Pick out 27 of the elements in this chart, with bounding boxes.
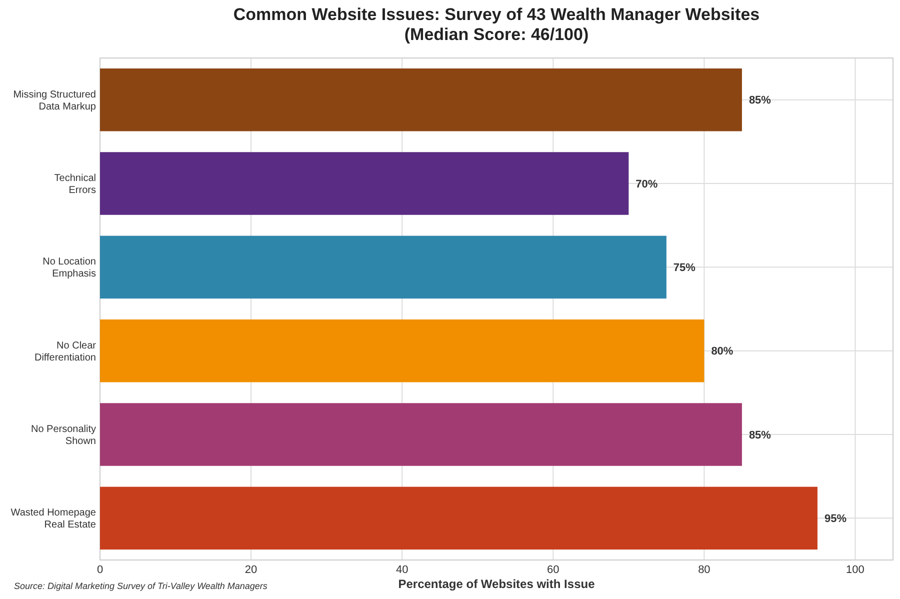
bar — [100, 236, 666, 299]
bar — [100, 152, 629, 215]
x-tick-label: 100 — [846, 564, 864, 576]
x-axis-title: Percentage of Websites with Issue — [398, 577, 596, 591]
y-tick-label: No Location Emphasis — [42, 256, 96, 280]
data-label: 95% — [824, 513, 847, 526]
data-label: 85% — [748, 429, 772, 442]
data-label: 70% — [636, 178, 658, 190]
bar — [100, 403, 742, 466]
y-tick-label: No Personality Shown — [30, 424, 96, 447]
x-tick-label: 0 — [96, 564, 104, 576]
bar — [100, 319, 704, 382]
x-tick-label: 80 — [698, 564, 710, 576]
x-tick-label: 60 — [547, 564, 560, 576]
y-tick-label: Missing Structured Data Markup — [13, 89, 96, 112]
bar — [100, 486, 818, 550]
source-note: Source: Digital Marketing Survey of Tri-Valley Wealth Managers — [14, 581, 268, 591]
bar — [100, 68, 742, 132]
x-tick-label: 40 — [396, 564, 408, 576]
data-label: 75% — [673, 262, 696, 274]
y-tick-label: Wasted Homepage Real Estate — [10, 508, 96, 531]
data-label: 80% — [711, 346, 734, 358]
y-tick-label: Technical Errors — [54, 173, 96, 196]
data-label: 85% — [748, 94, 772, 107]
chart-title: Common Website Issues: Survey of 43 Wealth Manager Websites (Median Score: 46/100) — [233, 5, 760, 44]
y-tick-label: No Clear Differentiation — [34, 340, 97, 364]
x-tick-label: 20 — [244, 564, 258, 576]
